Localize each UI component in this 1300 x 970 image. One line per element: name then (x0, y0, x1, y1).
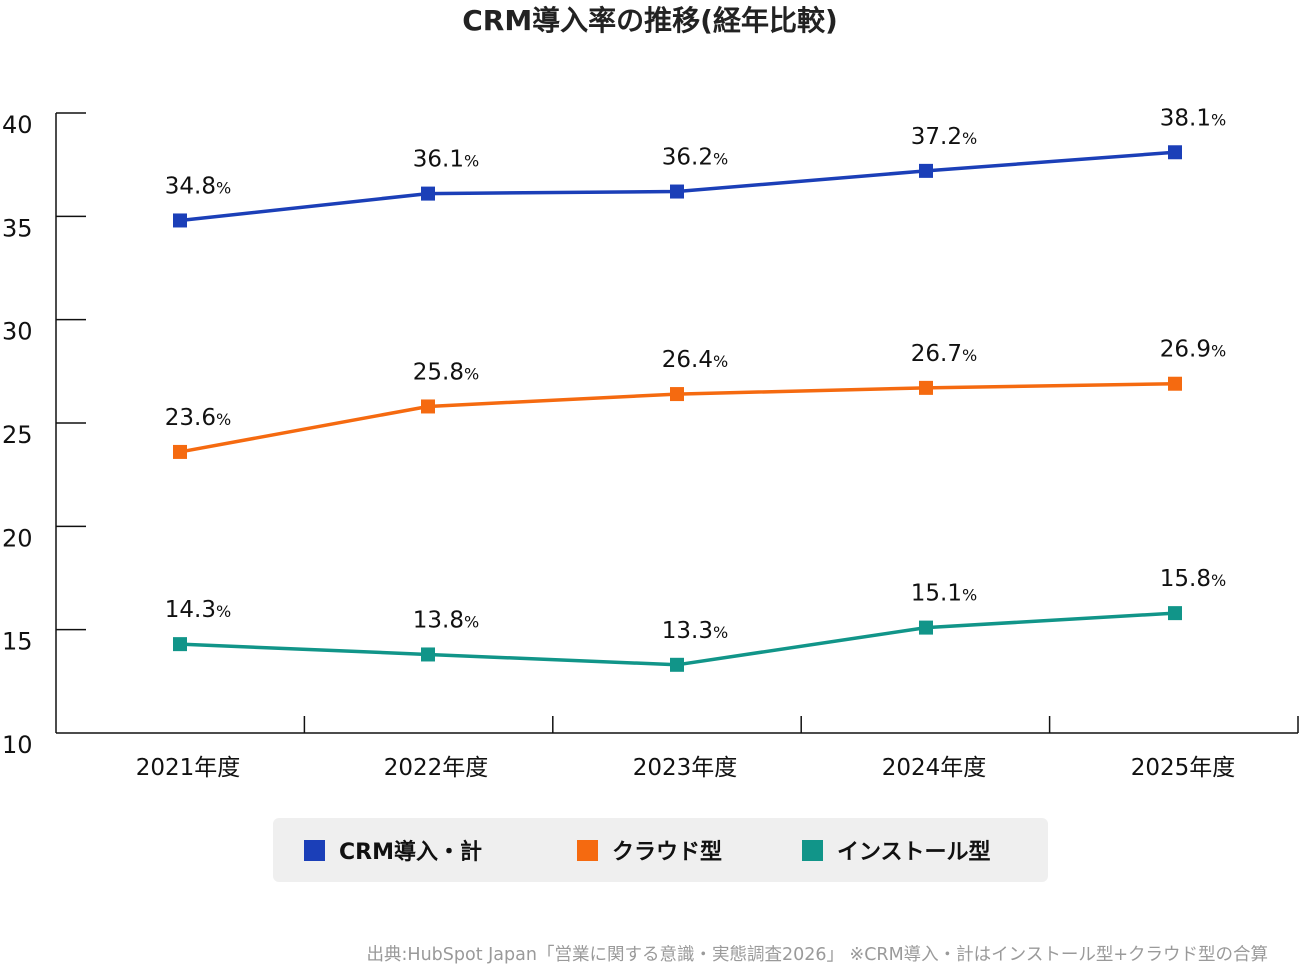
series-2: 14.3% 13.8% 13.3% 15.1% 15.8% (165, 566, 1226, 672)
legend-label: CRM導入・計 (339, 839, 482, 865)
data-label: 25.8% (413, 359, 479, 385)
x-tick-label: 2023年度 (633, 755, 738, 781)
axes: 10 15 20 25 30 35 40 2021年度 2022年度 2023年度 2024年度 20… (2, 111, 1299, 781)
data-point (421, 399, 435, 414)
x-tick-label: 2025年度 (1131, 755, 1236, 781)
data-point (173, 213, 187, 228)
series-layer: 34.8% 36.1% 36.2% 37.2% 38.1% 23.6% 25.8% 26.4%… (165, 105, 1226, 672)
data-label: 15.1% (911, 581, 977, 607)
data-point (1168, 145, 1182, 160)
data-label: 26.4% (662, 347, 728, 373)
data-point (1168, 376, 1182, 391)
data-label: 13.8% (413, 607, 479, 633)
y-tick-label: 20 (2, 524, 33, 552)
data-label: 15.8% (1160, 566, 1226, 592)
legend-swatch (304, 840, 325, 861)
data-point (421, 186, 435, 201)
legend-box (273, 818, 1048, 882)
data-point (919, 620, 933, 635)
data-point (919, 163, 933, 178)
data-label: 13.3% (662, 618, 728, 644)
data-point (421, 647, 435, 662)
data-label: 36.2% (662, 145, 728, 171)
data-point (670, 387, 684, 402)
data-label: 26.9% (1160, 337, 1226, 363)
data-label: 36.1% (413, 147, 479, 173)
y-tick-label: 35 (2, 214, 33, 242)
data-label: 37.2% (911, 124, 977, 150)
data-point (670, 657, 684, 672)
data-point (173, 444, 187, 459)
legend-swatch (802, 840, 823, 861)
x-tick-label: 2022年度 (384, 755, 489, 781)
legend-swatch (577, 840, 598, 861)
data-point (1168, 606, 1182, 621)
legend-label: クラウド型 (612, 840, 722, 865)
data-point (670, 184, 684, 199)
data-label: 34.8% (165, 173, 231, 199)
data-label: 23.6% (165, 405, 231, 431)
y-tick-label: 30 (2, 318, 33, 346)
source-note: 出典:HubSpot Japan「営業に関する意識・実態調査2026」 ※CRM… (367, 945, 1268, 965)
legend-label: インストール型 (837, 840, 991, 865)
chart-title: CRM導入率の推移(経年比較) (462, 4, 838, 37)
data-point (919, 380, 933, 395)
series-0: 34.8% 36.1% 36.2% 37.2% 38.1% (165, 105, 1226, 228)
legend-item-2: インストール型 (802, 840, 991, 865)
legend-item-0: CRM導入・計 (304, 839, 482, 865)
data-label: 38.1% (1160, 105, 1226, 131)
y-tick-label: 40 (2, 111, 33, 139)
y-tick-label: 10 (2, 731, 33, 759)
x-tick-label: 2024年度 (882, 755, 987, 781)
data-point (173, 637, 187, 652)
legend: CRM導入・計 クラウド型 インストール型 (273, 818, 1048, 882)
series-1: 23.6% 25.8% 26.4% 26.7% 26.9% (165, 337, 1226, 459)
data-label: 14.3% (165, 597, 231, 623)
legend-item-1: クラウド型 (577, 840, 722, 865)
x-tick-label: 2021年度 (136, 755, 241, 781)
y-tick-label: 25 (2, 421, 33, 449)
y-tick-label: 15 (2, 628, 33, 656)
data-label: 26.7% (911, 341, 977, 367)
